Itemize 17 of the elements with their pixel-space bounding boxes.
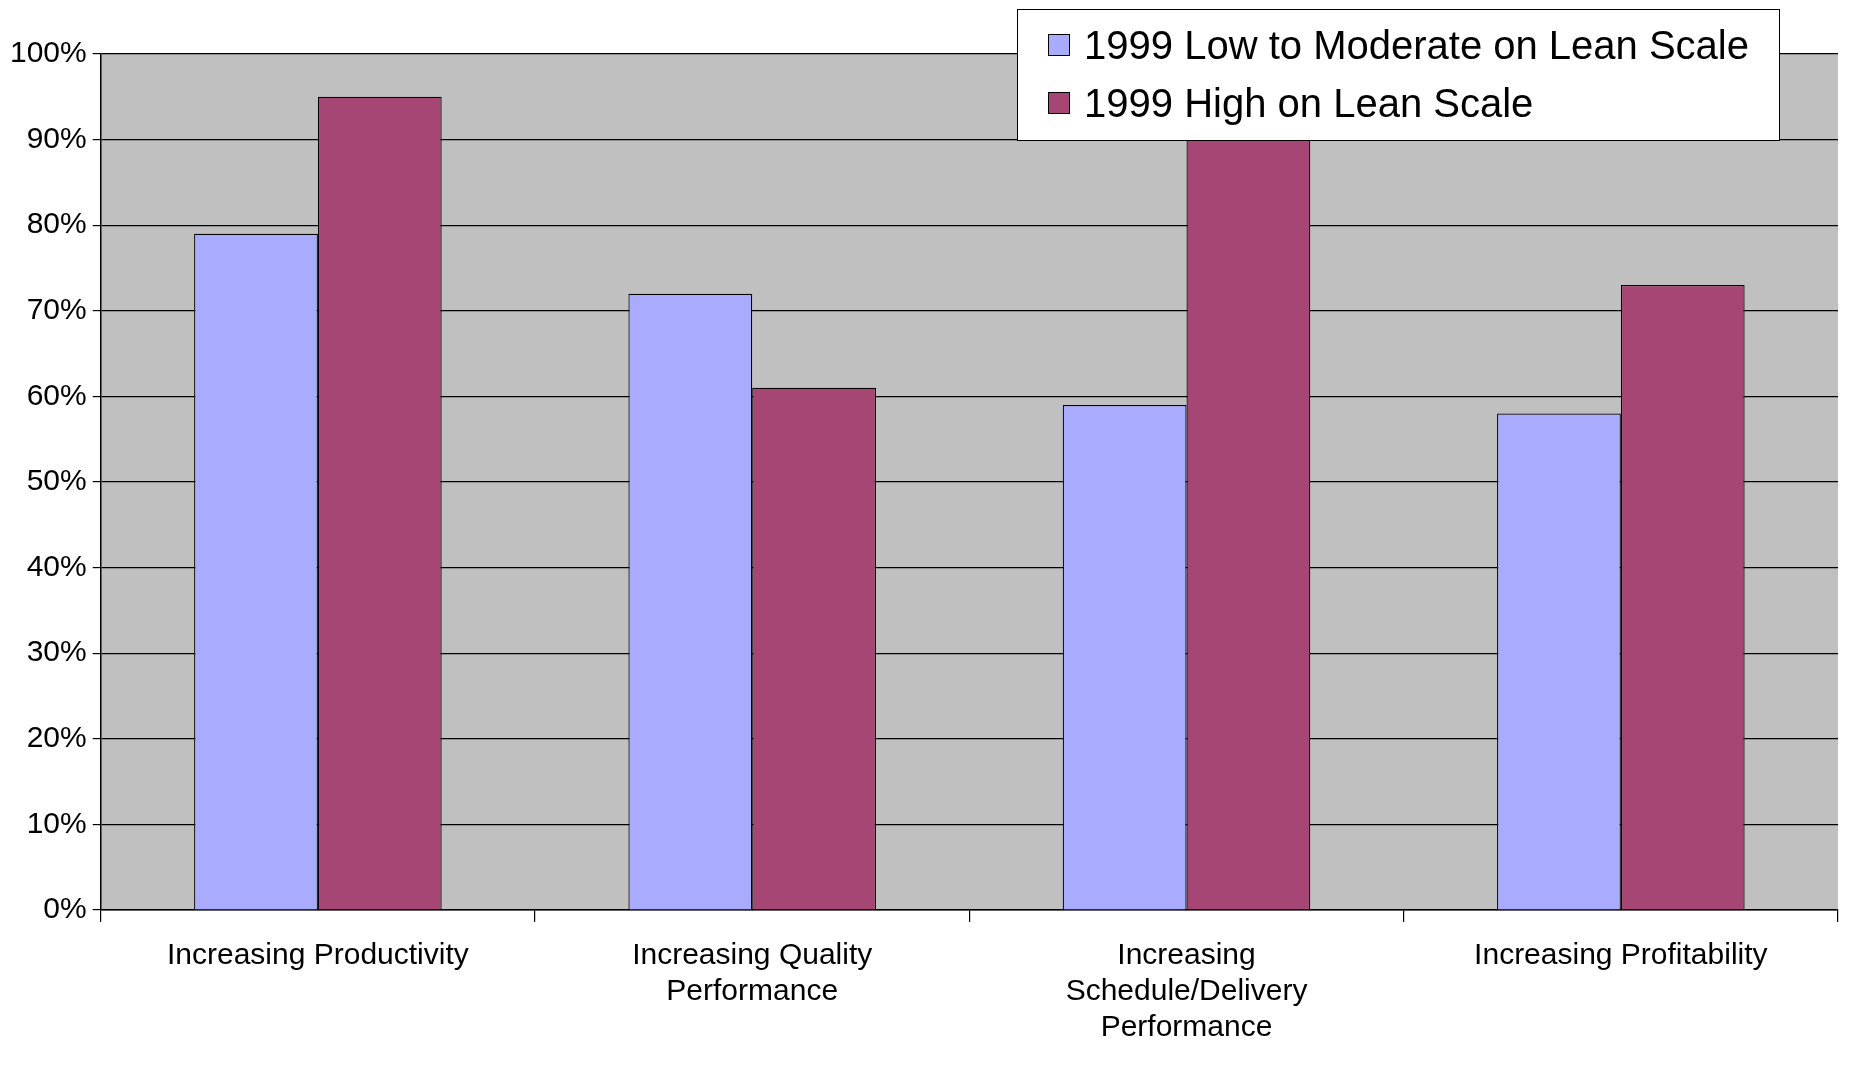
y-tick-label: 60% bbox=[26, 377, 87, 411]
y-tick-label: 40% bbox=[26, 548, 87, 582]
y-tick-label: 20% bbox=[26, 720, 87, 754]
x-tick-label: Increasing Productivity bbox=[166, 937, 469, 971]
y-tick-label: 90% bbox=[26, 120, 87, 154]
x-tick-label: Increasing Quality Performance bbox=[632, 937, 873, 1007]
y-tick-label: 70% bbox=[26, 292, 87, 326]
x-tick-label: Increasing Schedule/Delivery Performance bbox=[1065, 937, 1308, 1043]
legend-label: 1999 High on Lean Scale bbox=[1084, 80, 1534, 127]
y-tick-label: 0% bbox=[43, 891, 87, 925]
x-tick-label: Increasing Profitability bbox=[1474, 937, 1768, 971]
y-tick-label: 10% bbox=[26, 805, 87, 839]
legend-label: 1999 Low to Moderate on Lean Scale bbox=[1084, 22, 1749, 69]
y-tick-label: 50% bbox=[26, 463, 87, 497]
y-tick-label: 80% bbox=[26, 206, 87, 240]
y-tick-label: 100% bbox=[9, 35, 87, 69]
y-tick-label: 30% bbox=[26, 634, 87, 668]
